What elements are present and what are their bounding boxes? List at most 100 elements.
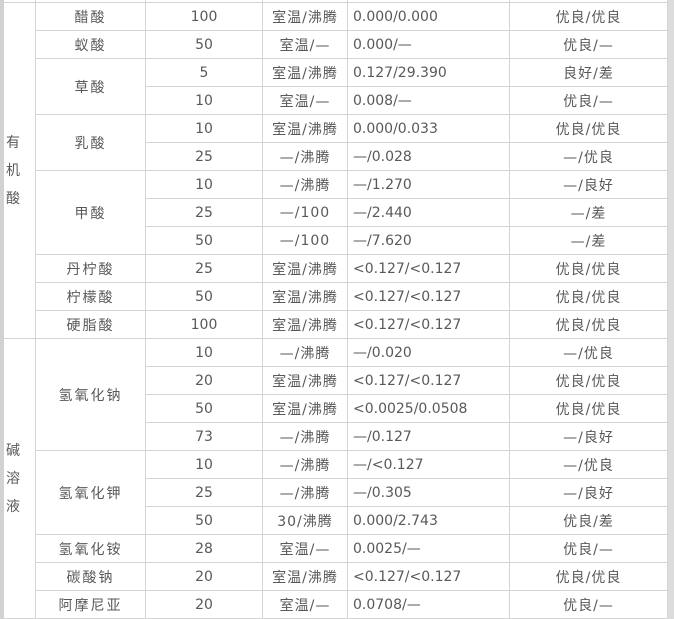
- concentration-cell: 73: [146, 423, 262, 450]
- rating-cell: —/良好: [510, 171, 667, 198]
- temperature-cell: 室温/沸腾: [263, 311, 347, 338]
- concentration-cell: 50: [146, 227, 262, 254]
- temperature-cell: 室温/—: [263, 31, 347, 58]
- concentration-cell: 25: [146, 479, 262, 506]
- corrosion-cell: <0.127/<0.127: [348, 311, 509, 338]
- temperature-cell: 室温/沸腾: [263, 283, 347, 310]
- corrosion-cell: 0.000/0.033: [348, 115, 509, 142]
- rating-cell: 优良/优良: [510, 255, 667, 282]
- corrosion-cell: —/0.305: [348, 479, 509, 506]
- concentration-cell: 10: [146, 115, 262, 142]
- clipped-row-cell: [510, 0, 667, 2]
- rating-cell: 优良/—: [510, 535, 667, 562]
- temperature-cell: 室温/沸腾: [263, 3, 347, 30]
- corrosion-cell: 0.0708/—: [348, 591, 509, 618]
- corrosion-cell: <0.127/<0.127: [348, 283, 509, 310]
- corrosion-cell: 0.127/29.390: [348, 59, 509, 86]
- temperature-cell: —/100: [263, 199, 347, 226]
- rating-cell: —/优良: [510, 451, 667, 478]
- temperature-cell: —/沸腾: [263, 479, 347, 506]
- concentration-cell: 50: [146, 507, 262, 534]
- temperature-cell: 室温/沸腾: [263, 367, 347, 394]
- concentration-cell: 20: [146, 563, 262, 590]
- corrosion-cell: 0.008/—: [348, 87, 509, 114]
- temperature-cell: 室温/沸腾: [263, 115, 347, 142]
- corrosion-cell: <0.0025/0.0508: [348, 395, 509, 422]
- rating-cell: —/优良: [510, 143, 667, 170]
- corrosion-cell: 0.000/2.743: [348, 507, 509, 534]
- rating-cell: —/差: [510, 227, 667, 254]
- chemical-name-cell: 丹柠酸: [36, 255, 145, 282]
- clipped-row-cell: [4, 0, 35, 2]
- corrosion-cell: —/0.028: [348, 143, 509, 170]
- chemical-name-cell: 硬脂酸: [36, 311, 145, 338]
- chemical-name-cell: 蚁酸: [36, 31, 145, 58]
- rating-cell: 优良/—: [510, 87, 667, 114]
- temperature-cell: —/沸腾: [263, 339, 347, 366]
- concentration-cell: 50: [146, 283, 262, 310]
- rating-cell: —/优良: [510, 339, 667, 366]
- concentration-cell: 25: [146, 199, 262, 226]
- corrosion-cell: —/7.620: [348, 227, 509, 254]
- concentration-cell: 50: [146, 395, 262, 422]
- corrosion-cell: —/0.020: [348, 339, 509, 366]
- concentration-cell: 28: [146, 535, 262, 562]
- corrosion-cell: —/1.270: [348, 171, 509, 198]
- rating-cell: 优良/优良: [510, 311, 667, 338]
- rating-cell: 优良/优良: [510, 395, 667, 422]
- page-right-edge: [668, 0, 674, 619]
- temperature-cell: —/沸腾: [263, 451, 347, 478]
- rating-cell: 优良/优良: [510, 3, 667, 30]
- clipped-row-cell: [263, 0, 347, 2]
- corrosion-cell: <0.127/<0.127: [348, 367, 509, 394]
- concentration-cell: 20: [146, 367, 262, 394]
- chemical-resistance-table: 有机酸 醋酸 100 室温/沸腾 0.000/0.000 优良/优良 蚁酸 50 室温/— 0.0…: [4, 0, 668, 619]
- chemical-name-cell: 阿摩尼亚: [36, 591, 145, 618]
- chemical-name-cell: 甲酸: [36, 171, 145, 254]
- corrosion-cell: <0.127/<0.127: [348, 255, 509, 282]
- clipped-row-cell: [146, 0, 262, 2]
- temperature-cell: 室温/—: [263, 591, 347, 618]
- temperature-cell: 室温/沸腾: [263, 395, 347, 422]
- rating-cell: —/良好: [510, 423, 667, 450]
- chemical-name-cell: 氢氧化钠: [36, 339, 145, 450]
- chemical-name-cell: 草酸: [36, 59, 145, 114]
- concentration-cell: 10: [146, 339, 262, 366]
- temperature-cell: —/沸腾: [263, 143, 347, 170]
- temperature-cell: —/100: [263, 227, 347, 254]
- rating-cell: —/良好: [510, 479, 667, 506]
- concentration-cell: 100: [146, 311, 262, 338]
- concentration-cell: 50: [146, 31, 262, 58]
- rating-cell: —/差: [510, 199, 667, 226]
- chemical-name-cell: 碳酸钠: [36, 563, 145, 590]
- rating-cell: 优良/优良: [510, 115, 667, 142]
- concentration-cell: 25: [146, 143, 262, 170]
- rating-cell: 优良/优良: [510, 367, 667, 394]
- concentration-cell: 100: [146, 3, 262, 30]
- rating-cell: 优良/—: [510, 31, 667, 58]
- chemical-name-cell: 氢氧化钾: [36, 451, 145, 534]
- temperature-cell: 室温/—: [263, 535, 347, 562]
- category-label: 碱溶液: [6, 442, 22, 515]
- clipped-row-cell: [36, 0, 145, 2]
- rating-cell: 优良/优良: [510, 283, 667, 310]
- rating-cell: 优良/差: [510, 507, 667, 534]
- chemical-name-cell: 柠檬酸: [36, 283, 145, 310]
- corrosion-cell: 0.000/—: [348, 31, 509, 58]
- corrosion-cell: —/2.440: [348, 199, 509, 226]
- concentration-cell: 10: [146, 87, 262, 114]
- rating-cell: 优良/—: [510, 591, 667, 618]
- category-label: 有机酸: [6, 134, 22, 207]
- temperature-cell: 室温/—: [263, 87, 347, 114]
- temperature-cell: 室温/沸腾: [263, 563, 347, 590]
- corrosion-cell: —/0.127: [348, 423, 509, 450]
- corrosion-cell: <0.127/<0.127: [348, 563, 509, 590]
- category-cell: 碱溶液: [4, 339, 35, 618]
- chemical-name-cell: 氢氧化铵: [36, 535, 145, 562]
- corrosion-cell: 0.000/0.000: [348, 3, 509, 30]
- temperature-cell: 室温/沸腾: [263, 255, 347, 282]
- temperature-cell: —/沸腾: [263, 423, 347, 450]
- chemical-name-cell: 乳酸: [36, 115, 145, 170]
- rating-cell: 优良/优良: [510, 563, 667, 590]
- corrosion-cell: —/<0.127: [348, 451, 509, 478]
